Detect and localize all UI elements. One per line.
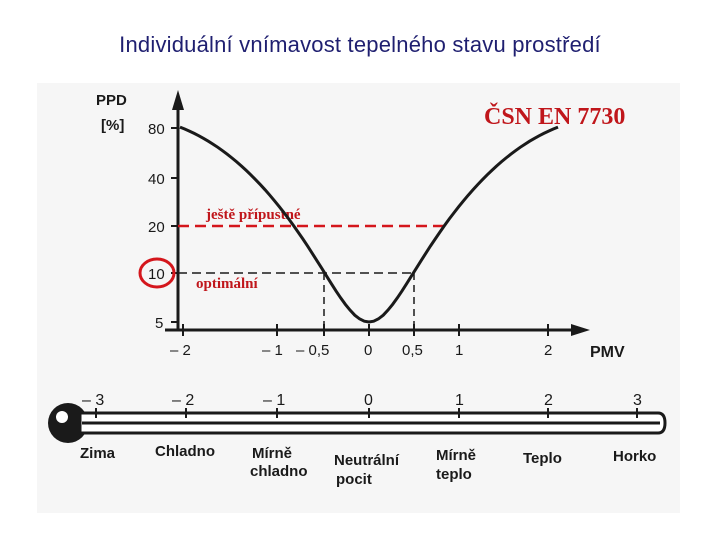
y-tick-label-20: 20 [148,219,165,236]
y-ticks: 80 40 20 10 5 [148,121,178,332]
acceptable-label: ještě přípustné [205,207,301,223]
y-tick-label-5: 5 [155,315,163,332]
ppd-curve [179,125,559,324]
sensation-label-cold: Zima [80,445,116,462]
sensation-label-slightly-cool-1: Mírně [252,445,292,462]
x-tick-label-0: 0 [364,342,372,359]
thermo-scale-minus2: – 2 [172,392,194,409]
standard-label: ČSN EN 7730 [484,103,625,130]
thermal-sensation-labels: Zima Chladno Mírně chladno Neutrální poc… [80,443,656,488]
x-axis-title: PMV [590,344,625,361]
thermometer-bulb-shine [56,411,68,423]
y-axis-title: PPD [96,92,127,109]
sensation-label-slightly-warm-2: teplo [436,466,472,483]
y-tick-label-40: 40 [148,171,165,188]
sensation-label-neutral-1: Neutrální [334,452,400,469]
sensation-label-warm: Teplo [523,450,562,467]
x-tick-label-minus1: – 1 [262,342,283,359]
x-tick-label-minus2: – 2 [170,342,191,359]
sensation-label-neutral-2: pocit [336,471,372,488]
thermo-scale-0: 0 [364,392,373,409]
y-axis-unit: [%] [101,117,124,134]
y-tick-label-10: 10 [148,266,165,283]
x-tick-label-minus05: – 0,5 [296,342,329,359]
thermo-scale-2: 2 [544,392,553,409]
x-tick-label-2: 2 [544,342,552,359]
y-axis-arrow [172,90,184,110]
x-axis-arrow [571,324,590,336]
thermo-scale-1: 1 [455,392,464,409]
sensation-label-cool: Chladno [155,443,215,460]
slide-title: Individuální vnímavost tepelného stavu p… [119,32,601,57]
x-tick-label-05: 0,5 [402,342,423,359]
scanned-figure [37,83,680,513]
thermometer-scale: – 3 – 2 – 1 0 1 2 3 [82,392,642,409]
thermo-scale-minus3: – 3 [82,392,104,409]
y-tick-label-80: 80 [148,121,165,138]
highlight-circle [138,257,176,289]
sensation-label-slightly-cool-2: chladno [250,463,308,480]
sensation-label-hot: Horko [613,448,656,465]
sensation-label-slightly-warm-1: Mírně [436,447,476,464]
optimal-label: optimální [196,276,259,292]
thermo-scale-3: 3 [633,392,642,409]
thermometer [48,403,667,443]
x-tick-label-1: 1 [455,342,463,359]
thermo-scale-minus1: – 1 [263,392,285,409]
x-ticks: – 2 – 1 – 0,5 0 0,5 1 2 [170,324,552,359]
